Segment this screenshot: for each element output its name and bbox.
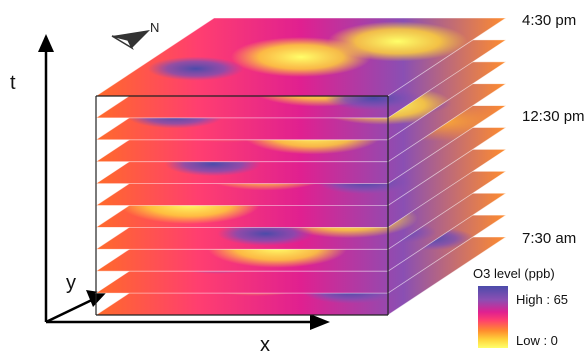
- time-label-bottom: 7:30 am: [522, 230, 577, 247]
- legend-title: O3 level (ppb): [473, 266, 555, 281]
- ozone-slice: [94, 17, 508, 97]
- north-arrow-icon: N: [111, 20, 159, 50]
- y-axis-label: y: [66, 272, 76, 294]
- y-axis-line: [45, 296, 97, 324]
- x-axis-label: x: [260, 334, 270, 356]
- north-label: N: [150, 20, 159, 35]
- time-label-top: 4:30 pm: [522, 12, 577, 29]
- x-axis-arrowhead: [310, 314, 330, 330]
- legend-color-bar: [478, 286, 508, 348]
- t-axis-arrowhead: [38, 34, 54, 52]
- ozone-slices: [94, 17, 508, 316]
- time-label-middle: 12:30 pm: [522, 108, 585, 125]
- high-ozone-patch: [147, 56, 244, 81]
- cube-edges: [95, 95, 389, 316]
- legend-low-label: Low : 0: [516, 333, 558, 348]
- low-ozone-patch: [327, 21, 468, 62]
- t-axis-label: t: [10, 72, 16, 94]
- legend-high-label: High : 65: [516, 292, 569, 307]
